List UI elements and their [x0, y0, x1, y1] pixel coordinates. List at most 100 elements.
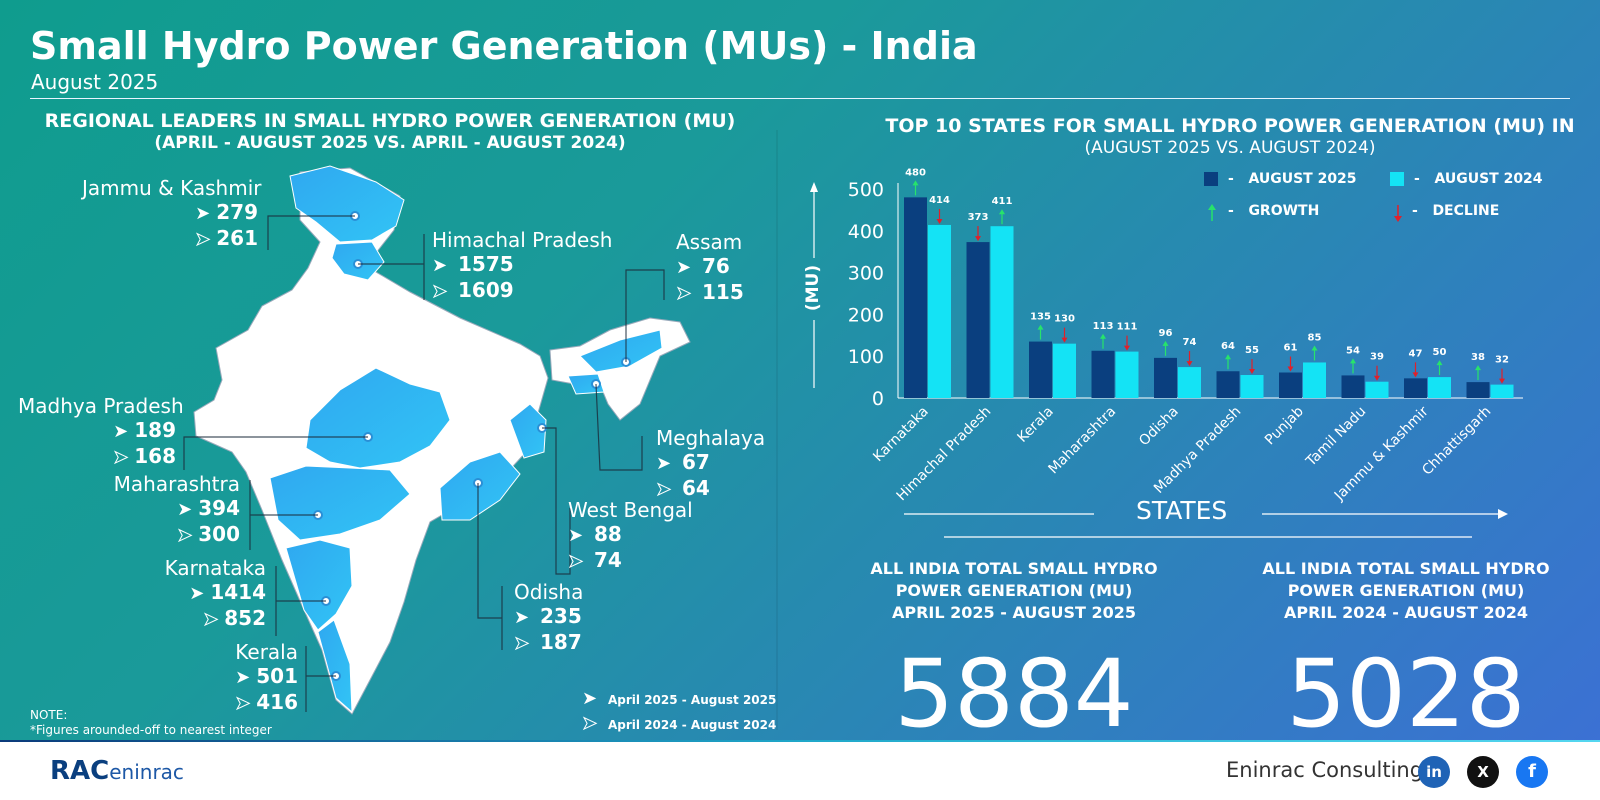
map-assam: [579, 329, 663, 373]
data-label: 411: [992, 196, 1013, 207]
y-tick-label: 200: [848, 304, 884, 326]
region-name: Madhya Pradesh: [18, 394, 184, 418]
brand-logo: RACeninrac: [50, 756, 184, 786]
x-tick-label: Punjab: [1262, 403, 1307, 448]
region-value-2025: 189: [134, 418, 176, 442]
bar: [904, 197, 927, 398]
facebook-icon[interactable]: f: [1516, 756, 1548, 788]
decline-arrow-head: [1374, 375, 1380, 381]
total-label-line1: ALL INDIA TOTAL SMALL HYDRO: [1262, 559, 1550, 578]
total-2025-label: ALL INDIA TOTAL SMALL HYDRO POWER GENERA…: [854, 558, 1174, 624]
region-value-2024: 187: [540, 630, 582, 654]
linkedin-icon[interactable]: in: [1418, 756, 1450, 788]
decline-arrow-head: [936, 218, 943, 224]
arrow-current-icon: ➤: [189, 583, 205, 604]
total-label-line3: APRIL 2025 - AUGUST 2025: [891, 603, 1136, 622]
left-title-line1: REGIONAL LEADERS IN SMALL HYDRO POWER GE…: [44, 110, 736, 132]
region-name: Kerala: [235, 640, 298, 664]
map-madhya-pradesh: [305, 367, 451, 469]
bar: [990, 226, 1014, 398]
bar: [1365, 381, 1389, 398]
bar: [1404, 378, 1427, 398]
brand-name: Eninrac Consulting: [1226, 758, 1424, 782]
bar: [1115, 351, 1139, 398]
region-value-2024: 852: [224, 606, 266, 630]
data-label: 130: [1054, 314, 1075, 325]
bar: [1240, 375, 1264, 398]
region-karnataka: Karnataka ➤ 1414 ➤ 852: [150, 556, 266, 632]
region-odisha: Odisha ➤ 235 ➤ 187: [514, 580, 584, 656]
data-label: 111: [1117, 322, 1138, 333]
region-value-2024: 261: [216, 226, 258, 250]
region-value-2024: 115: [702, 280, 744, 304]
map-legend-previous: ➤ April 2024 - August 2024: [582, 713, 777, 735]
region-value-2024: 300: [198, 522, 240, 546]
brand-logo-mark: RAC: [50, 756, 110, 786]
arrow-current-icon: ➤: [568, 525, 584, 546]
chart-title-line2: (AUGUST 2025 VS. AUGUST 2024): [1084, 138, 1376, 158]
total-2024-label: ALL INDIA TOTAL SMALL HYDRO POWER GENERA…: [1246, 558, 1566, 624]
data-label: 38: [1471, 352, 1485, 363]
region-assam: Assam ➤ 76 ➤ 115: [676, 230, 744, 306]
bar: [966, 242, 990, 398]
decline-arrow-head: [1124, 345, 1130, 351]
arrow-previous-icon: ➤: [203, 609, 219, 631]
arrow-previous-icon: ➤: [235, 693, 251, 715]
growth-arrow-head: [1475, 365, 1481, 371]
map-meghalaya: [567, 373, 605, 395]
region-himachal-pradesh: Himachal Pradesh ➤ 1575 ➤ 1609: [432, 228, 613, 304]
legend-aug2025: - AUGUST 2025: [1228, 171, 1357, 187]
legend-growth: - GROWTH: [1228, 203, 1319, 219]
y-tick-label: 0: [872, 388, 884, 410]
leader-madhya-pradesh: [183, 436, 368, 470]
x-twitter-icon[interactable]: X: [1467, 756, 1499, 788]
growth-arrow-head: [1162, 340, 1169, 346]
leader-maharashtra: [249, 480, 318, 550]
chart-title: TOP 10 STATES FOR SMALL HYDRO POWER GENE…: [880, 115, 1580, 159]
data-label: 64: [1221, 341, 1235, 352]
x-axis-title: STATES: [1136, 496, 1228, 525]
region-value-2024: 1609: [458, 278, 514, 302]
map-kerala: [317, 619, 353, 714]
bar: [928, 224, 951, 398]
region-name: Himachal Pradesh: [432, 228, 613, 252]
arrow-previous-icon: ➤: [582, 713, 598, 735]
arrow-previous-icon: ➤: [113, 447, 129, 469]
growth-arrow-head: [1350, 358, 1356, 364]
growth-arrow-head: [999, 209, 1005, 215]
decline-arrow-head: [975, 236, 981, 242]
arrow-previous-icon: ➤: [676, 283, 692, 305]
total-label-line3: APRIL 2024 - AUGUST 2024: [1283, 603, 1528, 622]
leader-assam: [625, 269, 665, 362]
x-tick-label: Kerala: [1014, 404, 1056, 446]
india-map: [183, 165, 691, 715]
region-value-2024: 74: [594, 548, 622, 572]
legend-aug2024-label: AUGUST 2024: [1434, 171, 1543, 187]
region-name: Maharashtra: [113, 472, 240, 496]
region-name: Karnataka: [164, 556, 266, 580]
arrow-previous-icon: ➤: [514, 633, 530, 655]
y-tick-label: 400: [848, 221, 884, 243]
growth-arrow-head: [912, 180, 919, 186]
bar: [1091, 350, 1115, 398]
region-name: Jammu & Kashmir: [82, 176, 262, 200]
left-panel-title: REGIONAL LEADERS IN SMALL HYDRO POWER GE…: [40, 110, 740, 154]
map-jammu-kashmir: [289, 165, 405, 243]
footer: [0, 742, 1600, 800]
bar: [1216, 371, 1240, 398]
bar: [1154, 357, 1177, 398]
data-label: 50: [1433, 347, 1447, 358]
region-value-2025: 76: [702, 254, 730, 278]
left-title-line2: (APRIL - AUGUST 2025 VS. APRIL - AUGUST …: [154, 133, 626, 153]
data-label: 96: [1159, 328, 1173, 339]
y-tick-label: 100: [848, 346, 884, 368]
bar: [1303, 362, 1326, 398]
region-value-2025: 67: [682, 450, 710, 474]
data-label: 480: [905, 167, 926, 178]
note-text: *Figures arounded-off to nearest integer: [30, 723, 272, 737]
growth-arrow-head: [1037, 324, 1044, 330]
arrow-previous-icon: ➤: [177, 525, 193, 547]
decline-arrow-head: [1061, 337, 1068, 343]
data-label: 61: [1284, 343, 1298, 354]
total-label-line2: POWER GENERATION (MU): [895, 581, 1133, 600]
